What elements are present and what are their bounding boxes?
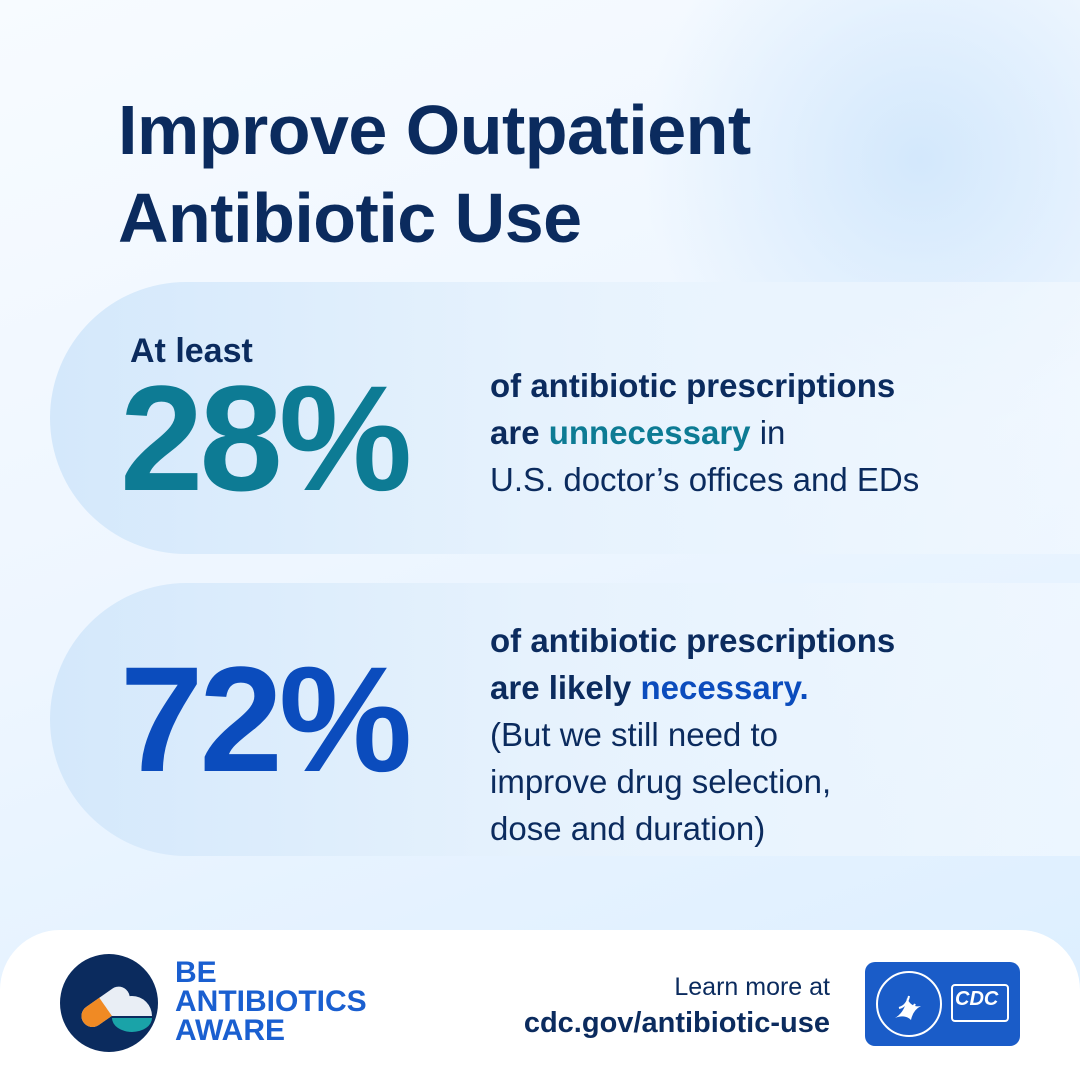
title: Improve Outpatient Antibiotic Use (118, 91, 751, 257)
desc-line: (But we still need to (490, 716, 778, 753)
brand-line: ANTIBIOTICS (175, 985, 367, 1018)
desc-text: in (759, 414, 786, 451)
brand-text: BE ANTIBIOTICS AWARE (175, 956, 367, 1047)
desc-line: of antibiotic prescriptions (490, 622, 896, 659)
stat-card: 72% of antibiotic prescriptions are like… (50, 583, 1080, 856)
desc-line: are unnecessary in (490, 409, 919, 456)
desc-line: of antibiotic prescriptions (490, 367, 896, 404)
desc-line: U.S. doctor’s offices and EDs (490, 461, 920, 498)
cdc-logo: CDC (865, 962, 1020, 1046)
stat-lead: At least (130, 332, 253, 370)
footer: BE ANTIBIOTICS AWARE Learn more at cdc.g… (0, 930, 1080, 1080)
stat-description: of antibiotic prescriptions are likely n… (490, 617, 895, 852)
desc-line: improve drug selection, (490, 763, 832, 800)
learn-more-text: Learn more at (674, 973, 830, 1001)
desc-text: are likely (490, 669, 632, 706)
brand-line: BE (175, 956, 217, 989)
desc-highlight: necessary. (640, 669, 809, 706)
learn-more: Learn more at cdc.gov/antibiotic-use (524, 970, 830, 1042)
hhs-seal (876, 971, 942, 1037)
stat-value: 72% (120, 635, 412, 803)
brand-line: AWARE (175, 1014, 286, 1047)
desc-text: are (490, 414, 540, 451)
stat-description: of antibiotic prescriptions are unnecess… (490, 362, 919, 503)
desc-line: dose and duration) (490, 810, 766, 847)
stat-value: 28% (120, 354, 412, 522)
url[interactable]: cdc.gov/antibiotic-use (523, 1007, 830, 1039)
desc-line: are likely necessary. (490, 664, 895, 711)
cdc-text: CDC (955, 988, 999, 1010)
cdc-box (951, 984, 1009, 1022)
desc-highlight: unnecessary (548, 414, 751, 451)
brand-logo (60, 954, 158, 1052)
stat-card: At least 28% of antibiotic prescriptions… (50, 282, 1080, 554)
